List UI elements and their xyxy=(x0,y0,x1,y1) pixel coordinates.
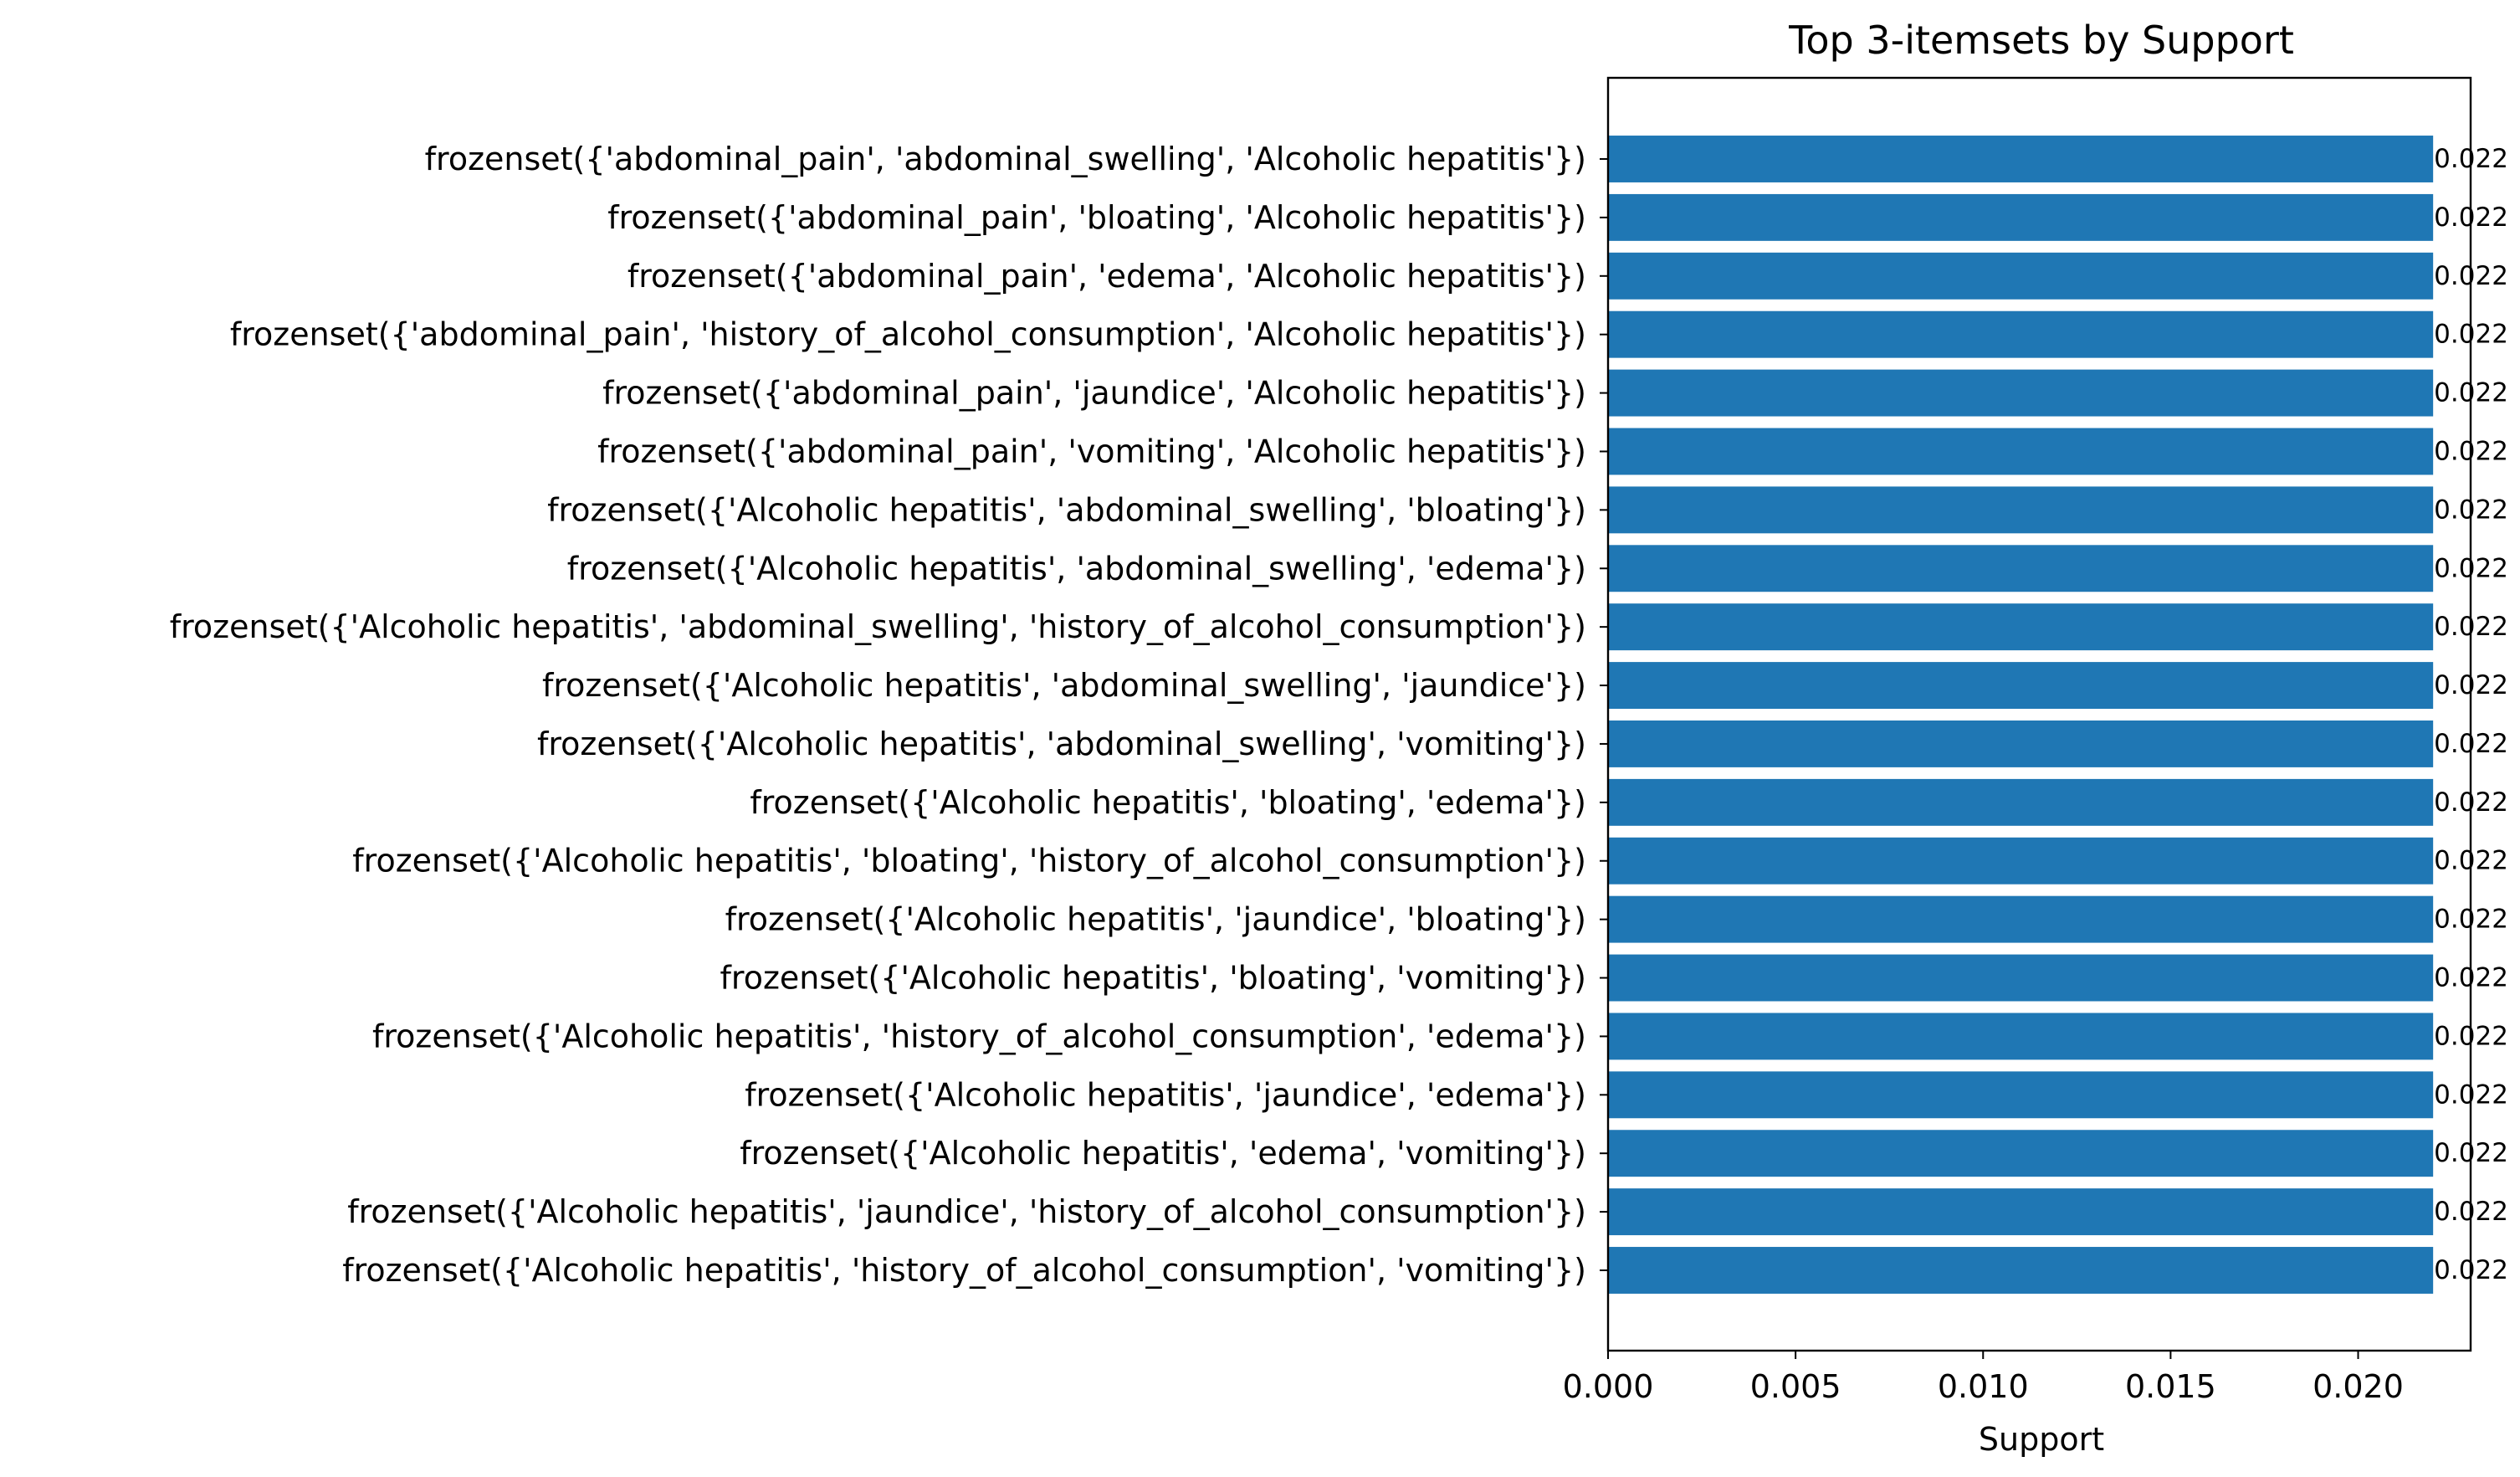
x-tick-label: 0.015 xyxy=(2125,1368,2216,1405)
bar xyxy=(1608,1130,2434,1177)
category-label: frozenset({'abdominal_pain', 'bloating',… xyxy=(607,199,1586,236)
category-label: frozenset({'Alcoholic hepatitis', 'abdom… xyxy=(567,550,1586,587)
category-label: frozenset({'abdominal_pain', 'vomiting',… xyxy=(597,433,1586,469)
bar xyxy=(1608,428,2434,475)
bar xyxy=(1608,837,2434,885)
bar xyxy=(1608,720,2434,767)
chart-title: Top 3-itemsets by Support xyxy=(1788,18,2294,63)
x-tick-label: 0.010 xyxy=(1938,1368,2029,1405)
category-labels-layer: frozenset({'abdominal_pain', 'abdominal_… xyxy=(170,141,1586,1289)
x-tick-label: 0.000 xyxy=(1563,1368,1654,1405)
category-label: frozenset({'Alcoholic hepatitis', 'jaund… xyxy=(347,1193,1586,1230)
bars-layer xyxy=(1608,136,2434,1294)
x-tick-label: 0.020 xyxy=(2313,1368,2404,1405)
category-label: frozenset({'abdominal_pain', 'jaundice',… xyxy=(602,375,1586,412)
bar xyxy=(1608,369,2434,417)
x-ticks-layer: 0.000 0.005 0.010 0.015 0.020 xyxy=(1563,158,2404,1405)
category-label: frozenset({'Alcoholic hepatitis', 'histo… xyxy=(342,1252,1586,1289)
category-label: frozenset({'Alcoholic hepatitis', 'jaund… xyxy=(725,901,1586,938)
bar xyxy=(1608,545,2434,592)
bar xyxy=(1608,778,2434,826)
bar xyxy=(1608,1071,2434,1119)
bar xyxy=(1608,1188,2434,1236)
category-label: frozenset({'Alcoholic hepatitis', 'jaund… xyxy=(745,1076,1586,1113)
x-tick-label: 0.005 xyxy=(1750,1368,1841,1405)
bar xyxy=(1608,252,2434,300)
category-label: frozenset({'abdominal_pain', 'abdominal_… xyxy=(425,141,1586,177)
bar xyxy=(1608,193,2434,241)
category-label: frozenset({'abdominal_pain', 'edema', 'A… xyxy=(627,258,1586,295)
bar xyxy=(1608,310,2434,358)
category-label: frozenset({'Alcoholic hepatitis', 'edema… xyxy=(740,1135,1586,1172)
bar xyxy=(1608,954,2434,1002)
category-label: frozenset({'abdominal_pain', 'history_of… xyxy=(230,316,1586,353)
bar xyxy=(1608,1013,2434,1060)
bar xyxy=(1608,895,2434,943)
x-axis-label: Support xyxy=(1979,1421,2104,1458)
category-label: frozenset({'Alcoholic hepatitis', 'bloat… xyxy=(750,784,1586,821)
category-label: frozenset({'Alcoholic hepatitis', 'bloat… xyxy=(352,843,1586,880)
category-label: frozenset({'Alcoholic hepatitis', 'abdom… xyxy=(542,667,1586,704)
category-label: frozenset({'Alcoholic hepatitis', 'bloat… xyxy=(720,960,1586,997)
category-label: frozenset({'Alcoholic hepatitis', 'abdom… xyxy=(547,491,1586,528)
plot-area-frame xyxy=(1606,76,2472,1352)
bar xyxy=(1608,662,2434,710)
category-label: frozenset({'Alcoholic hepatitis', 'abdom… xyxy=(537,726,1586,762)
bar xyxy=(1608,603,2434,651)
category-label: frozenset({'Alcoholic hepatitis', 'abdom… xyxy=(170,608,1586,645)
bar xyxy=(1608,486,2434,534)
bar xyxy=(1608,1247,2434,1294)
bar xyxy=(1608,136,2434,182)
category-label: frozenset({'Alcoholic hepatitis', 'histo… xyxy=(372,1018,1586,1054)
